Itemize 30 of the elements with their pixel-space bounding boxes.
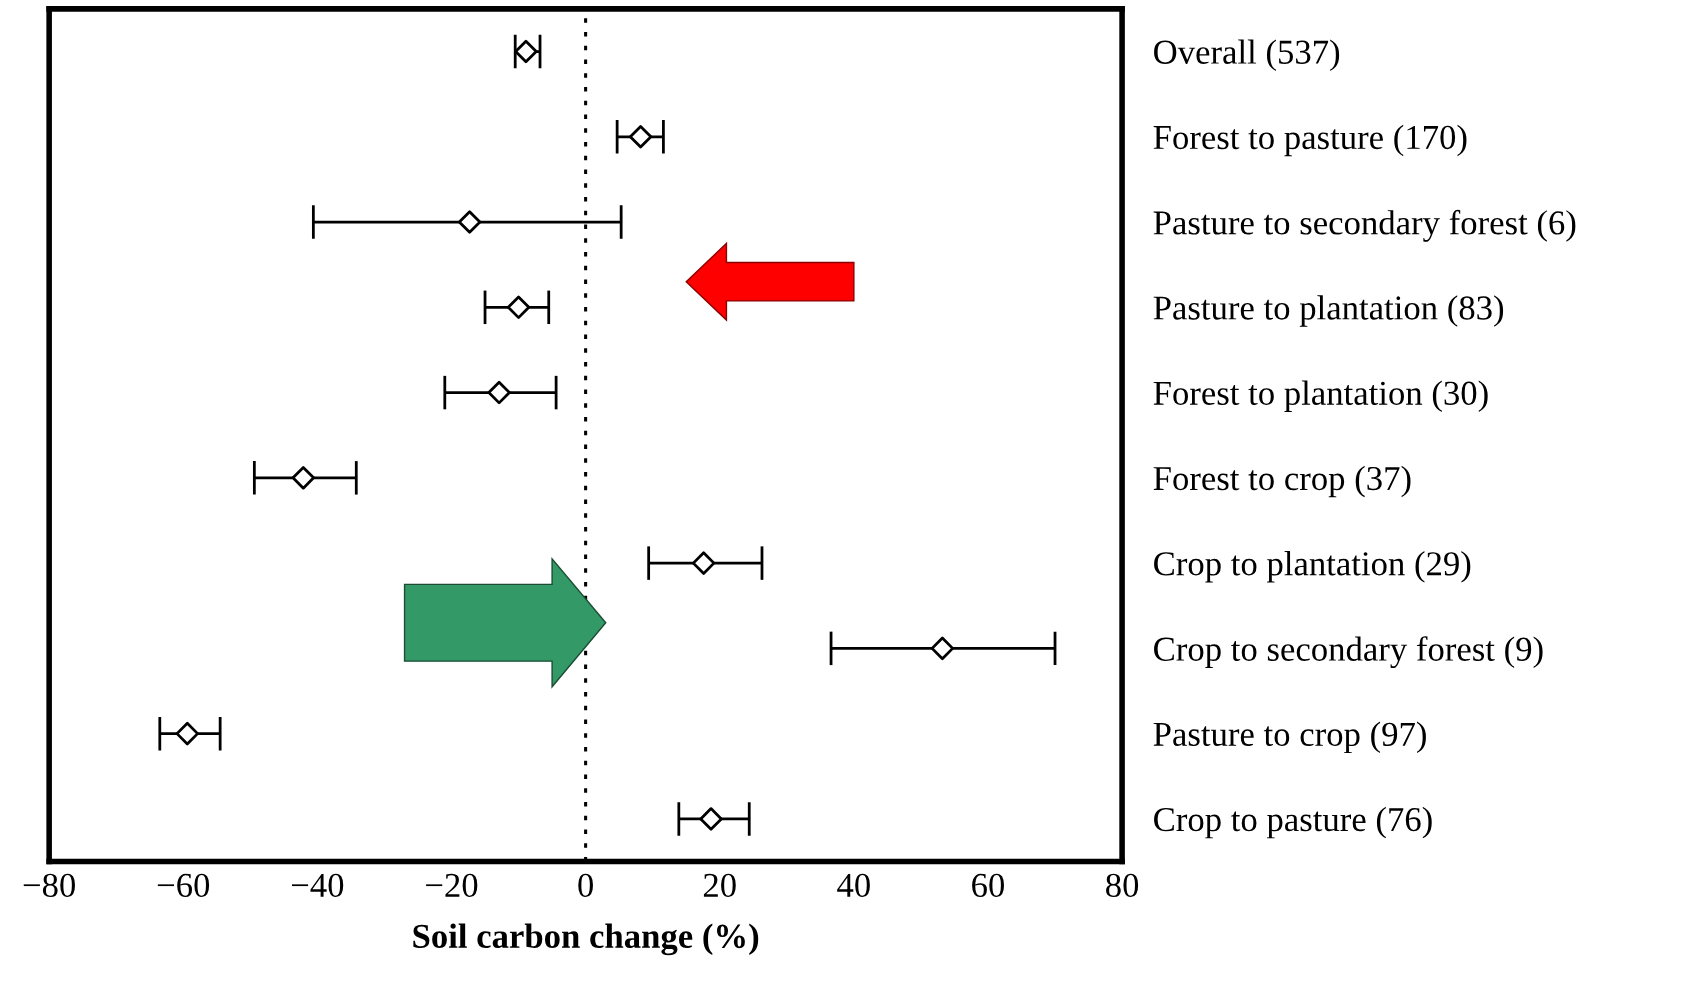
y-tick-label: Forest to plantation (30) — [1153, 380, 1488, 413]
y-tick-label: Crop to plantation (29) — [1154, 551, 1471, 583]
x-tick-label: −40 — [291, 873, 344, 898]
point — [691, 551, 716, 575]
x-tick-label: 40 — [837, 873, 870, 898]
y-tick-label: Overall (537) — [1154, 39, 1340, 71]
x-tick-label: −60 — [157, 873, 210, 898]
x-tick-label: −20 — [426, 873, 478, 898]
point — [457, 210, 482, 234]
y-tick-label: Crop to secondary forest (9) — [1154, 636, 1543, 669]
point — [514, 39, 538, 64]
y-tick-label: Forest to pasture (170) — [1153, 124, 1467, 157]
point — [628, 125, 653, 149]
x-tick-label: 60 — [972, 873, 1005, 898]
x-axis-title: Soil carbon change (%) — [413, 923, 759, 956]
x-tick-label: 0 — [578, 873, 593, 898]
x-tick-label: 20 — [703, 873, 736, 898]
x-tick-label: 80 — [1106, 873, 1139, 898]
y-tick-label: Pasture to secondary forest (6) — [1153, 209, 1576, 242]
y-tick-label: Forest to crop (37) — [1153, 465, 1411, 498]
x-tick-label: −80 — [23, 873, 75, 898]
y-tick-label: Crop to pasture (76) — [1154, 806, 1432, 839]
point — [487, 380, 511, 405]
point — [506, 295, 531, 320]
point — [930, 636, 955, 661]
point — [291, 466, 315, 490]
point — [699, 807, 723, 831]
y-tick-label: Pasture to crop (97) — [1153, 721, 1426, 754]
y-tick-label: Pasture to plantation (83) — [1153, 295, 1504, 327]
point — [175, 721, 199, 746]
